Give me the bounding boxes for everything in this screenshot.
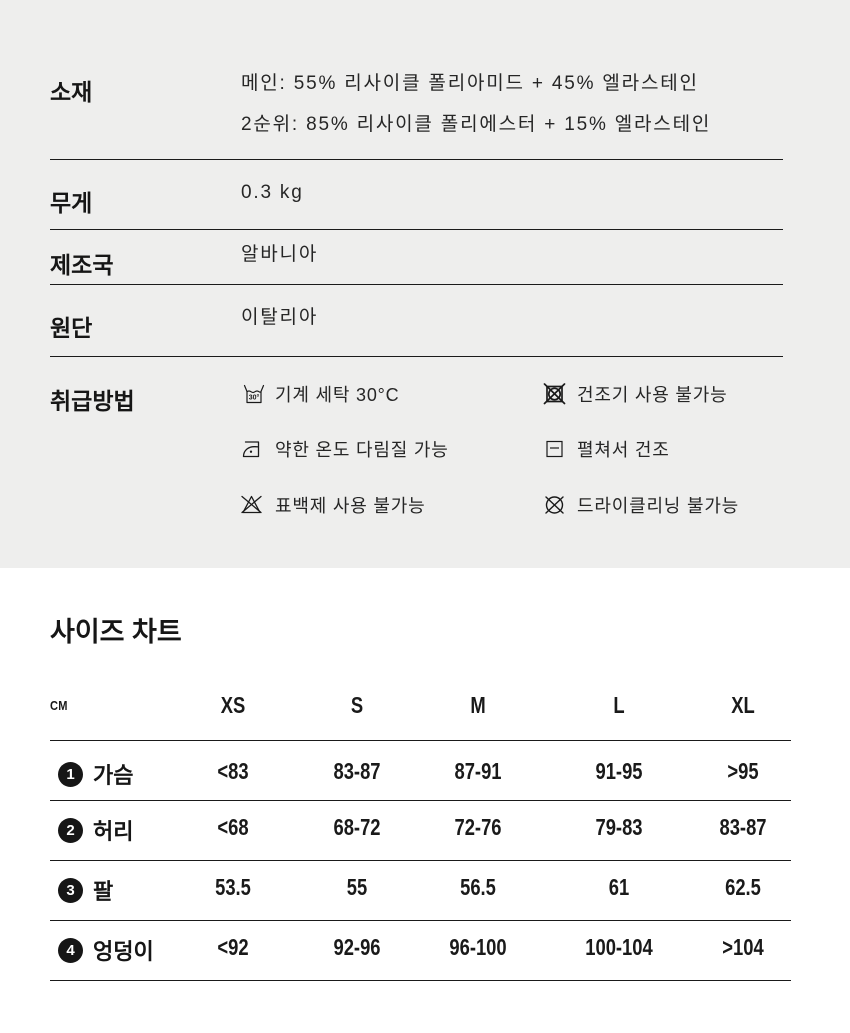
svg-text:30°: 30° xyxy=(249,393,260,401)
